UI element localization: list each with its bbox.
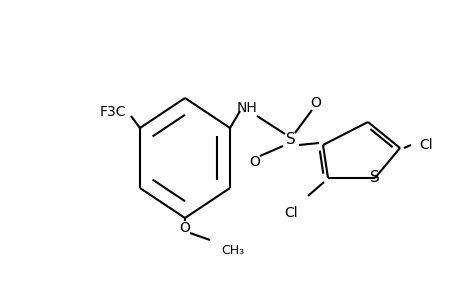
Text: Cl: Cl: [284, 206, 297, 220]
Text: S: S: [285, 133, 295, 148]
Text: F3C: F3C: [100, 105, 126, 119]
Text: NH: NH: [236, 101, 257, 115]
Text: CH₃: CH₃: [220, 244, 244, 257]
Text: Cl: Cl: [418, 138, 431, 152]
Text: S: S: [369, 170, 379, 185]
Text: O: O: [310, 96, 321, 110]
Text: O: O: [249, 155, 260, 169]
Text: O: O: [179, 221, 190, 235]
